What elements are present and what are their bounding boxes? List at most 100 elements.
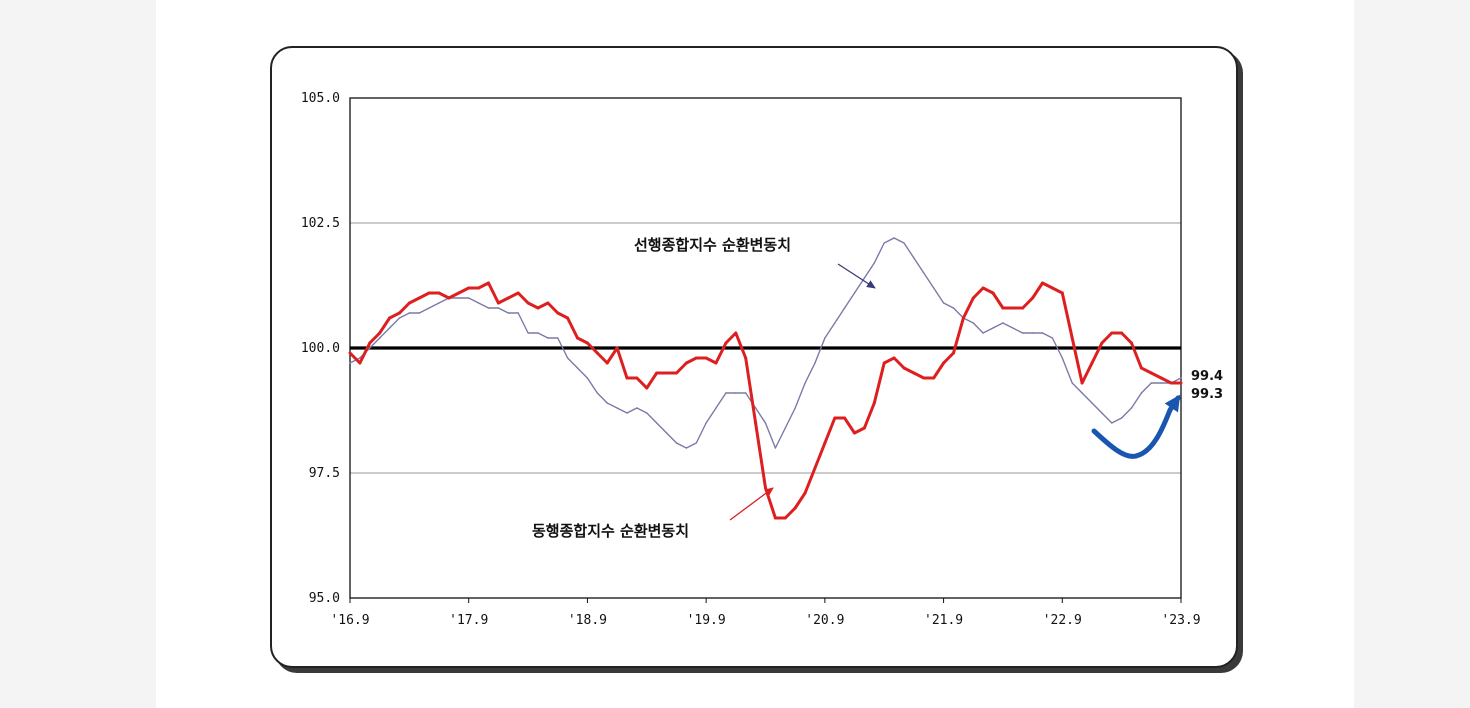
data-point [932,376,936,380]
x-axis-ticks: '16.9 '17.9 '18.9 '19.9 '20.9 '21.9 '22.9 '23.9 [330,598,1201,628]
data-point [379,337,381,339]
data-point [764,422,767,424]
data-point [348,351,352,355]
data-point [605,361,609,365]
data-point [506,296,510,300]
annotation-arrow-coincident [729,487,774,521]
data-point [1110,331,1114,335]
x-tick-label: '23.9 [1161,613,1200,628]
data-point [467,286,471,290]
y-tick-label: 105.0 [301,91,340,106]
data-point [675,442,678,444]
data-point [625,376,629,380]
data-point [447,296,451,300]
data-point [853,431,856,435]
data-point [398,317,401,319]
data-point [496,301,500,305]
data-point [437,291,441,295]
data-point [477,302,480,304]
data-point [507,312,509,314]
data-point [1011,306,1015,310]
data-point [1060,291,1064,295]
data-point [1120,331,1124,335]
data-point [576,336,579,340]
data-point [408,312,411,314]
annotation-arrow-leading [837,263,876,289]
end-label-coincident: 99.3 [1191,387,1223,402]
data-point [557,337,559,339]
x-tick-label: '19.9 [687,613,726,628]
data-point [547,337,549,339]
data-point [1130,407,1133,409]
data-point [1150,382,1153,384]
y-tick-label: 97.5 [309,466,340,481]
data-point [961,316,965,320]
data-point [804,382,806,384]
data-point [1139,366,1143,370]
data-point [626,412,628,414]
data-point [468,297,470,299]
data-point [1070,336,1074,340]
end-label-leading: 99.4 [1191,369,1223,384]
data-point [655,371,659,375]
data-point [546,301,550,305]
data-point [487,281,490,285]
data-point [418,312,420,314]
data-point [981,286,985,290]
data-point [1002,322,1004,324]
data-point [1179,381,1183,385]
data-point [369,347,371,349]
x-tick-label: '22.9 [1043,613,1082,628]
data-point [694,356,698,360]
data-point [824,337,826,339]
data-point [458,297,460,299]
data-point [1081,392,1083,394]
data-point [616,407,618,409]
data-point [744,356,748,360]
data-point [1169,381,1173,385]
data-point [388,327,391,329]
data-point [833,416,837,420]
data-point [615,346,619,350]
x-tick-label: '18.9 [568,613,607,628]
data-point [556,311,560,315]
x-tick-label: '16.9 [330,613,369,628]
data-point [704,356,708,360]
data-point [516,291,520,295]
data-point [902,366,906,370]
data-point [892,356,896,360]
data-point [517,312,519,314]
data-point [714,361,718,365]
data-point [952,307,955,309]
series-line-coincident-index [348,281,1181,520]
series-points-coincident-index [348,281,1183,520]
data-point [675,371,678,375]
data-point [735,392,737,394]
data-point [942,361,946,365]
data-point [665,371,669,375]
data-point [636,407,638,409]
data-point [606,402,608,404]
data-point [942,302,945,304]
series-points-leading-index [349,237,1182,449]
data-point [457,291,461,295]
x-tick-label: '20.9 [805,613,844,628]
data-point [1041,281,1044,285]
data-point [715,407,717,409]
y-tick-label: 95.0 [309,591,340,606]
data-point [595,351,599,355]
data-point [933,287,935,289]
data-point [814,362,816,364]
data-point [1022,332,1024,334]
data-point [882,361,886,365]
y-tick-label: 102.5 [301,216,340,231]
data-point [745,392,747,394]
y-tick-label: 100.0 [301,341,340,356]
data-point [903,242,905,244]
data-point [398,311,401,315]
data-point [1120,417,1123,419]
data-point [725,392,727,394]
data-point [407,301,411,305]
data-point [1149,371,1153,375]
